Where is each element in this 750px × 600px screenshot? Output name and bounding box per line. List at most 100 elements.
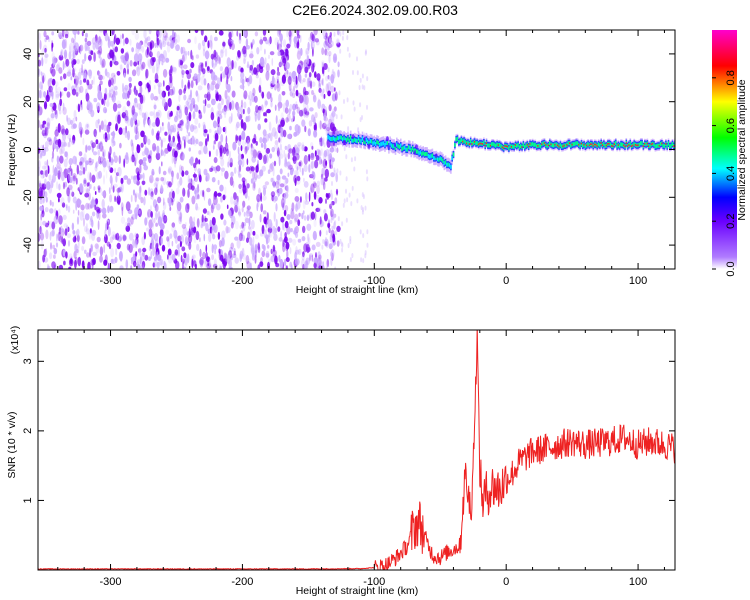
- spectrogram-noise-blob: [188, 228, 191, 238]
- spectrogram-noise-blob: [195, 157, 199, 165]
- spectrogram-noise-blob: [59, 155, 64, 164]
- spectrogram-noise-blob: [132, 253, 136, 261]
- spectrogram-noise-blob-faint: [341, 35, 344, 41]
- spectrogram-ridge-mid: [381, 141, 384, 146]
- spectrogram-x-tick-label: -300: [100, 275, 122, 287]
- spectrogram-noise-blob: [103, 244, 106, 254]
- spectrogram-noise-blob: [201, 39, 206, 47]
- spectrogram-noise-blob: [94, 197, 98, 205]
- spectrogram-noise-blob: [192, 111, 196, 120]
- spectrogram-noise-blob: [169, 73, 173, 84]
- spectrogram-noise-blob: [76, 228, 80, 237]
- spectrogram-ridge-core: [596, 145, 599, 147]
- spectrogram-noise-blob: [97, 187, 102, 193]
- spectrogram-noise-blob: [190, 89, 192, 98]
- spectrogram-noise-blob: [236, 135, 239, 141]
- spectrogram-noise-blob: [241, 134, 245, 141]
- spectrogram-noise-blob: [258, 246, 261, 254]
- spectrogram-noise-blob-faint: [321, 244, 324, 250]
- spectrogram-noise-blob: [184, 84, 187, 92]
- spectrogram-noise-blob: [241, 234, 246, 242]
- spectrogram-noise-blob: [131, 175, 133, 180]
- spectrogram-noise-blob: [270, 255, 276, 263]
- spectrogram-noise-blob: [66, 233, 71, 239]
- spectrogram-noise-blob: [307, 233, 310, 243]
- spectrogram-noise-blob: [151, 243, 154, 250]
- spectrogram-ridge-mid: [516, 143, 518, 148]
- spectrogram-noise-blob: [202, 251, 206, 260]
- spectrogram-noise-blob-faint: [331, 181, 333, 186]
- spectrogram-noise-blob: [301, 253, 305, 261]
- spectrogram-noise-blob: [188, 111, 192, 122]
- spectrogram-noise-blob: [138, 92, 142, 98]
- spectrogram-noise-blob: [70, 119, 73, 125]
- spectrogram-noise-blob-faint: [352, 70, 354, 75]
- spectrogram-noise-blob: [267, 169, 271, 174]
- spectrogram-noise-blob: [127, 90, 130, 99]
- spectrogram-noise-blob: [172, 135, 175, 143]
- spectrogram-noise-blob: [259, 261, 264, 267]
- colorbar-tick-label: 0.8: [725, 70, 737, 85]
- spectrogram-noise-blob: [253, 181, 256, 189]
- spectrogram-noise-blob: [95, 162, 98, 169]
- spectrogram-noise-blob: [292, 103, 297, 111]
- spectrogram-noise-blob: [170, 65, 173, 73]
- spectrogram-noise-blob: [99, 255, 103, 263]
- spectrogram-noise-blob: [292, 230, 296, 235]
- spectrogram-noise-blob: [119, 64, 123, 70]
- spectrogram-noise-blob: [288, 36, 293, 43]
- spectrogram-noise-blob: [173, 155, 177, 165]
- spectrogram-noise-blob: [314, 211, 317, 221]
- spectrogram-ridge-core: [591, 143, 593, 146]
- spectrogram-ridge-mid: [567, 141, 570, 146]
- spectrogram-noise-blob: [162, 201, 167, 211]
- spectrogram-noise-blob-faint: [356, 70, 359, 76]
- spectrogram-ridge-mid: [653, 142, 655, 147]
- spectrogram-noise-blob: [72, 51, 75, 59]
- spectrogram-noise-blob: [49, 77, 53, 82]
- spectrogram-ridge-core: [489, 144, 492, 147]
- spectrogram-noise-blob: [108, 121, 112, 126]
- spectrogram-noise-blob: [129, 38, 132, 46]
- spectrogram-noise-blob: [153, 95, 158, 101]
- spectrogram-noise-blob: [297, 144, 301, 152]
- spectrogram-noise-blob: [39, 199, 43, 205]
- spectrogram-noise-blob: [237, 111, 240, 118]
- spectrogram-noise-blob: [99, 156, 104, 164]
- spectrogram-x-tick-label: 100: [629, 275, 647, 287]
- spectrogram-noise-blob: [282, 239, 285, 247]
- spectrogram-noise-blob: [283, 179, 286, 189]
- spectrogram-ridge-core: [600, 142, 602, 144]
- spectrogram-noise-blob: [295, 169, 299, 178]
- spectrogram-noise-blob: [246, 183, 250, 189]
- spectrogram-noise-blob: [269, 222, 274, 230]
- spectrogram-noise-blob: [45, 35, 49, 40]
- spectrogram-noise-blob: [190, 221, 195, 228]
- spectrogram-noise-blob-faint: [358, 85, 361, 90]
- spectrogram-noise-blob-faint: [364, 250, 367, 256]
- spectrogram-noise-blob-faint: [329, 237, 332, 243]
- spectrogram-noise-blob-faint: [328, 75, 331, 81]
- spectrogram-noise-blob: [186, 121, 190, 131]
- spectrogram-noise-blob: [304, 125, 307, 133]
- spectrogram-noise-blob: [97, 185, 101, 191]
- spectrogram-noise-blob: [83, 217, 85, 227]
- spectrogram-noise-blob: [189, 94, 192, 100]
- spectrogram-noise-blob: [133, 53, 139, 63]
- spectrogram-noise-blob: [159, 223, 165, 230]
- spectrogram-noise-blob: [120, 64, 123, 73]
- spectrogram-noise-blob: [291, 30, 294, 37]
- spectrogram-noise-blob: [162, 216, 168, 222]
- spectrogram-noise-blob: [171, 177, 174, 186]
- spectrogram-noise-blob: [120, 202, 124, 212]
- spectrogram-noise-blob: [128, 76, 132, 82]
- spectrogram-noise-blob: [240, 77, 243, 84]
- spectrogram-noise-blob: [168, 168, 172, 173]
- spectrogram-ridge-core: [497, 144, 500, 146]
- spectrogram-noise-blob: [152, 57, 156, 63]
- spectrogram-noise-blob: [327, 90, 331, 97]
- spectrogram-noise-blob: [190, 156, 195, 163]
- spectrogram-noise-blob: [44, 55, 48, 64]
- spectrogram-ridge-mid: [377, 140, 380, 145]
- spectrogram-noise-blob-faint: [360, 257, 363, 263]
